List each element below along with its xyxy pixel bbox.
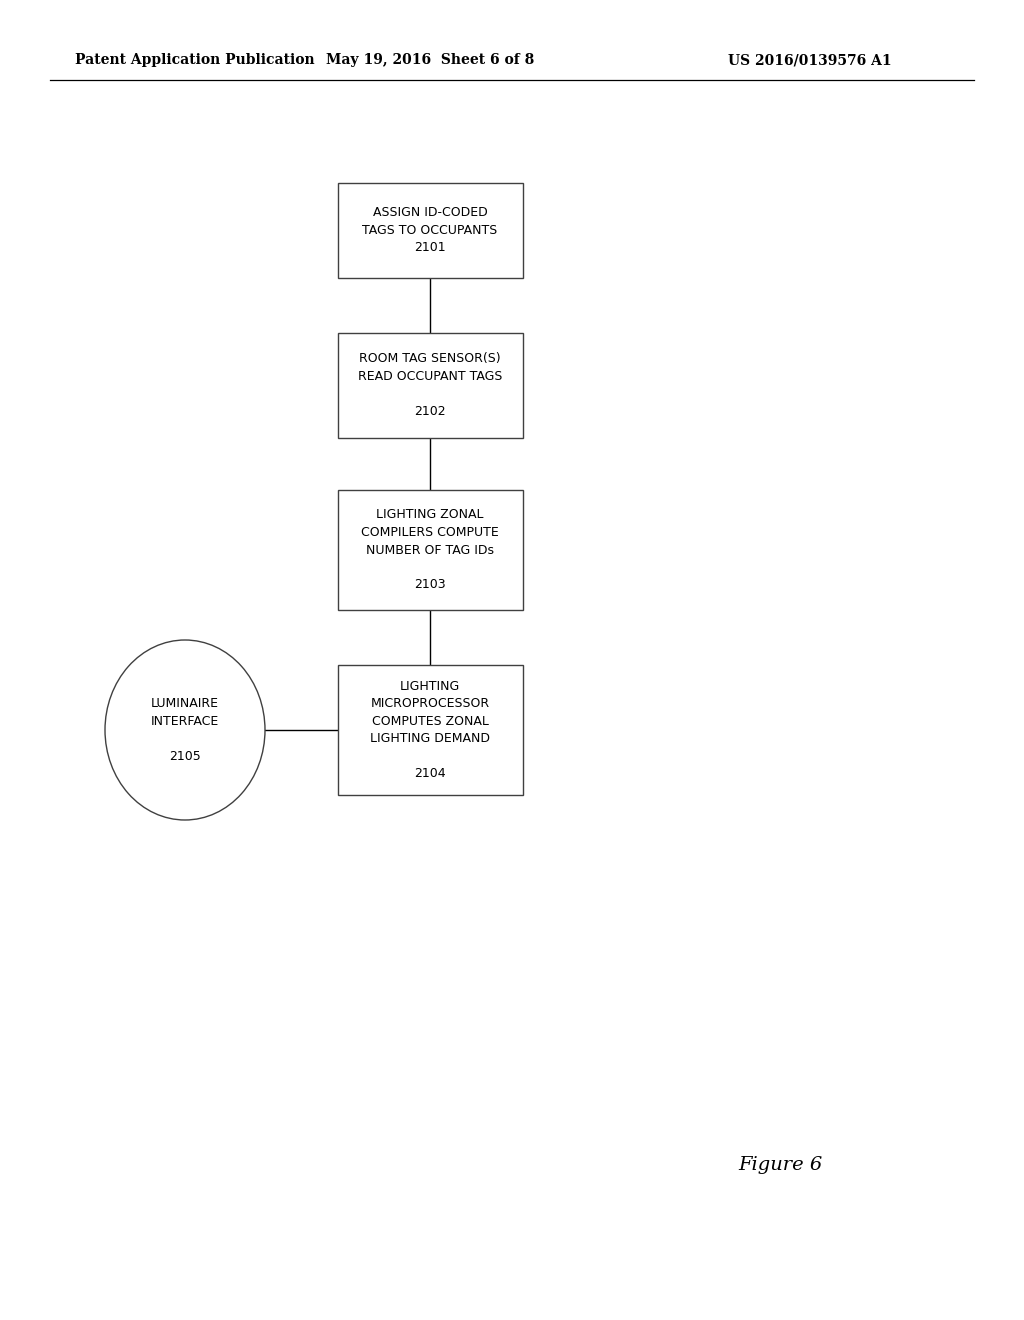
Text: LIGHTING ZONAL
COMPILERS COMPUTE
NUMBER OF TAG IDs

2103: LIGHTING ZONAL COMPILERS COMPUTE NUMBER … [361, 508, 499, 591]
Bar [338, 490, 522, 610]
Text: ASSIGN ID-CODED
TAGS TO OCCUPANTS
2101: ASSIGN ID-CODED TAGS TO OCCUPANTS 2101 [362, 206, 498, 253]
Text: US 2016/0139576 A1: US 2016/0139576 A1 [728, 53, 892, 67]
Text: ROOM TAG SENSOR(S)
READ OCCUPANT TAGS

2102: ROOM TAG SENSOR(S) READ OCCUPANT TAGS 21… [357, 352, 502, 417]
Text: May 19, 2016  Sheet 6 of 8: May 19, 2016 Sheet 6 of 8 [326, 53, 535, 67]
Bar [338, 333, 522, 437]
Text: LUMINAIRE
INTERFACE

2105: LUMINAIRE INTERFACE 2105 [151, 697, 219, 763]
Text: Figure 6: Figure 6 [738, 1156, 822, 1173]
Text: Patent Application Publication: Patent Application Publication [75, 53, 314, 67]
Bar [338, 182, 522, 277]
Text: LIGHTING
MICROPROCESSOR
COMPUTES ZONAL
LIGHTING DEMAND

2104: LIGHTING MICROPROCESSOR COMPUTES ZONAL L… [370, 680, 490, 780]
Bar [338, 665, 522, 795]
Ellipse shape [105, 640, 265, 820]
